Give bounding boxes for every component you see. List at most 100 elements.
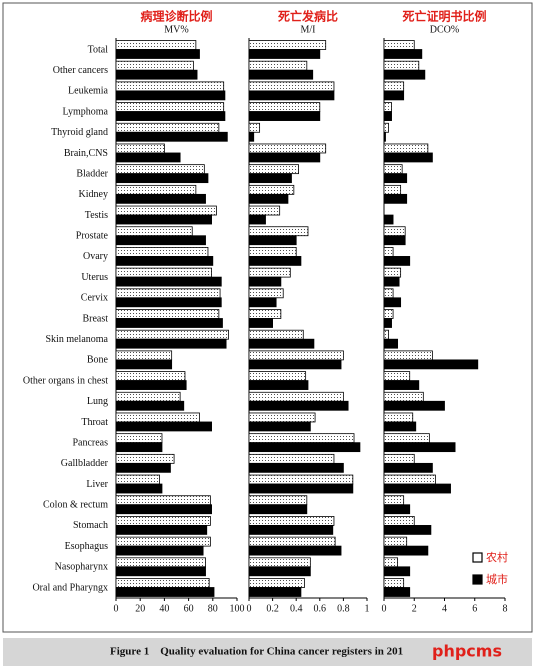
bar-texture: [249, 433, 355, 443]
bar-texture: [116, 433, 162, 443]
bar-texture: [116, 102, 224, 112]
bar: [248, 276, 282, 287]
category-label: Bladder: [76, 168, 108, 179]
caption: Figure 1 Quality evaluation for China ca…: [110, 646, 403, 658]
bar-texture: [384, 185, 401, 195]
category-label: Colon & rectum: [43, 500, 108, 511]
bar-texture: [116, 143, 165, 153]
bar-texture: [116, 516, 211, 526]
x-tick-label: 20: [135, 603, 145, 614]
category-label: Brain,CNS: [64, 148, 108, 159]
bar: [248, 359, 342, 370]
bar-texture: [116, 392, 181, 402]
bar: [383, 504, 411, 515]
bar: [115, 235, 206, 246]
bar: [248, 173, 292, 184]
bar: [383, 400, 445, 411]
bar-texture: [249, 288, 284, 298]
legend-swatch: [472, 552, 483, 563]
category-label: Esophagus: [65, 541, 108, 552]
bar: [115, 566, 206, 577]
bar: [115, 297, 222, 308]
bar-texture: [249, 557, 311, 567]
bar: [383, 214, 394, 225]
category-label: Pancreas: [72, 437, 108, 448]
x-tick-label: 0.2: [266, 603, 279, 614]
bar: [115, 483, 163, 494]
bar-texture: [116, 557, 206, 567]
bar-texture: [116, 578, 210, 588]
bar-texture: [384, 578, 404, 588]
bar-texture: [384, 412, 413, 422]
bar: [383, 256, 411, 266]
bar-texture: [249, 330, 304, 340]
chart-title: 死亡证明书比例: [402, 9, 486, 24]
bar-texture: [384, 371, 410, 381]
bar-texture: [249, 123, 260, 133]
category-label: Cervix: [81, 293, 108, 304]
bar: [248, 338, 315, 349]
bar-texture: [249, 350, 344, 360]
bar-texture: [249, 81, 334, 91]
bar: [248, 380, 309, 390]
legend-label: 城市: [486, 572, 508, 586]
axis-label: DCO%: [430, 24, 459, 35]
bar: [383, 421, 417, 432]
x-tick-label: 0: [114, 603, 119, 614]
bar: [383, 359, 479, 370]
bar: [248, 545, 342, 556]
bar-texture: [249, 40, 326, 50]
category-label: Other organs in chest: [23, 375, 108, 386]
x-tick-label: 0.8: [337, 603, 350, 614]
bar-texture: [116, 247, 208, 257]
category-label: Throat: [81, 417, 108, 428]
bar-texture: [116, 350, 172, 360]
bar: [383, 90, 405, 101]
bar-texture: [116, 206, 217, 216]
category-label: Breast: [82, 313, 108, 324]
bar-texture: [384, 475, 436, 485]
bar-texture: [384, 164, 403, 174]
bar: [248, 525, 334, 535]
bar-texture: [116, 371, 185, 381]
bar: [248, 214, 266, 225]
x-tick-label: 8: [503, 603, 508, 614]
category-label: Gallbladder: [61, 458, 109, 469]
bar: [115, 69, 198, 80]
caption-box: [3, 638, 532, 666]
bar: [115, 49, 200, 59]
category-label: Kidney: [79, 189, 108, 200]
bar-texture: [116, 495, 211, 505]
bar: [383, 111, 392, 121]
bar: [115, 90, 226, 101]
figure-frame: [2, 2, 533, 633]
bar-texture: [384, 557, 398, 567]
bar-texture: [384, 454, 415, 464]
axis-label: MV%: [164, 24, 188, 35]
bar: [115, 545, 204, 556]
bar-texture: [249, 516, 334, 526]
bar-texture: [384, 537, 407, 547]
bar: [383, 152, 433, 163]
bar-texture: [384, 247, 394, 257]
category-label: Liver: [86, 479, 108, 490]
bar: [115, 338, 227, 349]
bar-texture: [249, 61, 307, 71]
bar: [383, 49, 423, 59]
bar: [248, 131, 255, 142]
bar-texture: [249, 578, 305, 588]
category-label: Bone: [87, 355, 109, 366]
bar-texture: [116, 164, 205, 174]
bar: [115, 131, 228, 142]
bar-texture: [116, 123, 219, 133]
bar-texture: [384, 309, 394, 319]
bar: [383, 276, 400, 287]
bar-texture: [384, 433, 430, 443]
chart-title: 死亡发病比: [278, 9, 338, 24]
bar-texture: [249, 412, 316, 422]
bar-texture: [116, 185, 196, 195]
bar-texture: [384, 288, 394, 298]
bar-texture: [116, 412, 200, 422]
x-tick-label: 0: [247, 603, 252, 614]
